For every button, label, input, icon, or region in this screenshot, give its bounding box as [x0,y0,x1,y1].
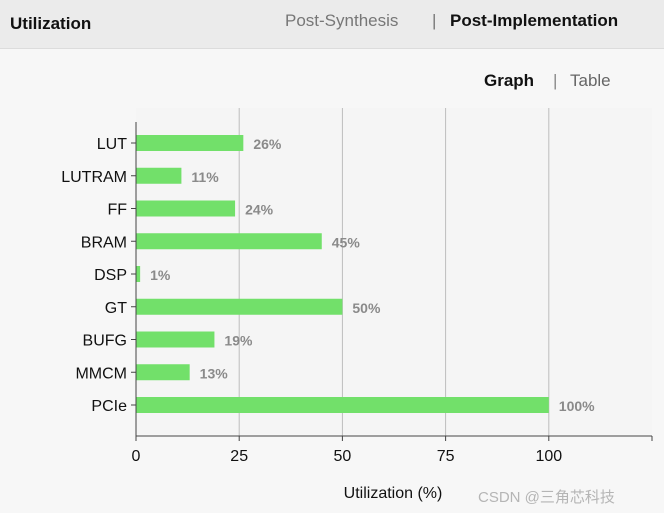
x-tick-label: 0 [132,448,141,465]
x-axis-label: Utilization (%) [344,485,443,502]
tab-separator: | [432,11,437,30]
data-label: 13% [200,365,229,381]
data-label: 26% [253,136,282,152]
category-label: GT [105,300,127,317]
view-table-toggle[interactable]: Table [570,71,611,90]
plot-background [136,108,652,434]
tab-post-synthesis[interactable]: Post-Synthesis [285,11,399,30]
data-label: 1% [150,267,171,283]
bar-dsp [136,266,141,282]
tab-post-implementation[interactable]: Post-Implementation [450,11,619,30]
bar-ff [136,200,236,217]
bar-bufg [136,331,215,348]
axes-group: LUT LUTRAM FF BRAM DSP GT BUFG MMCM PCIe 0 25 50 75 1… [61,122,653,465]
x-tick-label: 75 [437,448,455,465]
category-label: DSP [94,267,127,284]
category-label: LUTRAM [61,169,127,186]
bar-lut [136,135,244,151]
category-label: LUT [97,136,127,153]
bars-group: 26% 11% 24% 45% 1% 50% 19% 13% 100% [136,135,595,414]
category-label: MMCM [75,365,127,382]
category-label: PCIe [91,398,127,415]
grid-lines [238,108,550,436]
data-label: 50% [352,300,381,316]
bar-bram [136,233,322,250]
bar-lutram [136,167,182,184]
category-label: BUFG [83,333,127,350]
view-graph-toggle[interactable]: Graph [484,71,535,90]
watermark: CSDN @三角芯科技 [478,489,615,506]
bar-mmcm [136,364,190,381]
data-label: 11% [191,169,219,185]
panel-title: Utilization [10,14,92,33]
header-bar: Utilization Post-Synthesis | Post-Implem… [0,0,664,49]
x-tick-label: 25 [230,448,248,465]
bar-gt [136,298,343,315]
x-tick-label: 100 [535,448,562,465]
data-label: 24% [245,202,274,218]
category-label: BRAM [81,234,127,251]
x-tick-label: 50 [334,448,352,465]
data-label: 45% [332,234,361,250]
bar-pcie [136,397,549,413]
data-label: 100% [559,398,595,414]
category-label: FF [107,202,127,219]
view-separator: | [553,71,558,90]
data-label: 19% [224,333,253,349]
